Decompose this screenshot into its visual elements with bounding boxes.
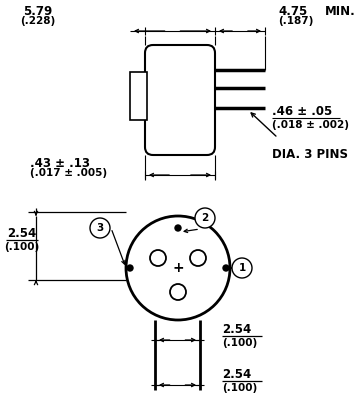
- Text: 2.54: 2.54: [222, 368, 251, 381]
- Circle shape: [127, 265, 133, 271]
- Circle shape: [223, 265, 229, 271]
- Text: (.100): (.100): [222, 338, 257, 348]
- Text: 4.75: 4.75: [278, 5, 307, 18]
- Circle shape: [150, 250, 166, 266]
- Text: DIA. 3 PINS: DIA. 3 PINS: [272, 148, 348, 161]
- Circle shape: [170, 284, 186, 300]
- Bar: [130, 72, 147, 120]
- Text: (.018 ± .002): (.018 ± .002): [272, 120, 349, 130]
- Text: .43 ± .13: .43 ± .13: [30, 157, 90, 170]
- Circle shape: [190, 250, 206, 266]
- Text: 2.54: 2.54: [7, 227, 37, 240]
- Text: 2: 2: [201, 213, 209, 223]
- Circle shape: [90, 218, 110, 238]
- Circle shape: [175, 225, 181, 231]
- Text: (.187): (.187): [278, 16, 313, 26]
- FancyBboxPatch shape: [145, 45, 215, 155]
- Text: 2.54: 2.54: [222, 323, 251, 336]
- Text: .46 ± .05: .46 ± .05: [272, 105, 332, 118]
- Text: 5.79: 5.79: [23, 5, 53, 18]
- Text: (.100): (.100): [4, 242, 40, 252]
- Circle shape: [232, 258, 252, 278]
- Text: (.100): (.100): [222, 383, 257, 393]
- Text: (.017 ± .005): (.017 ± .005): [30, 168, 107, 178]
- Text: 1: 1: [238, 263, 246, 273]
- Circle shape: [126, 216, 230, 320]
- Text: 3: 3: [96, 223, 104, 233]
- Text: (.228): (.228): [20, 16, 56, 26]
- Text: MIN.: MIN.: [325, 5, 355, 18]
- Circle shape: [195, 208, 215, 228]
- Text: +: +: [172, 261, 184, 275]
